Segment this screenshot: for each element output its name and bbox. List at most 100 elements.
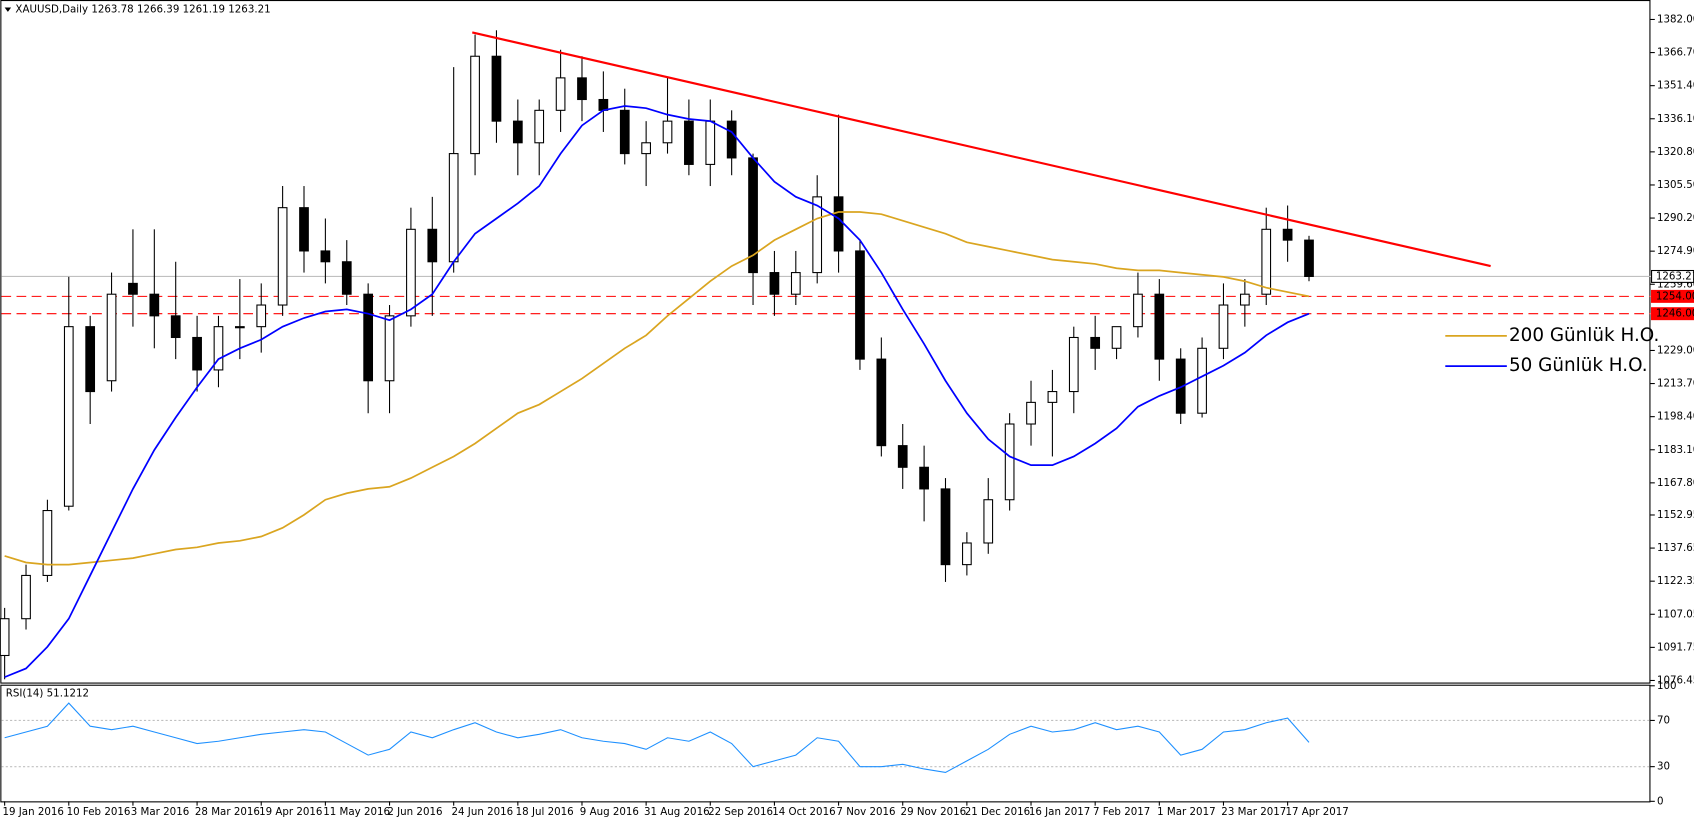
x-tick-label: 19 Apr 2016 <box>259 806 322 818</box>
candle-body <box>106 293 117 382</box>
level-label: 1254.00 <box>1656 290 1694 302</box>
price-panel <box>0 0 1651 684</box>
candle-body <box>320 250 331 263</box>
candle-body <box>213 326 224 371</box>
candle-body <box>363 293 374 382</box>
candle-body <box>448 153 459 263</box>
candle-body <box>1218 304 1229 349</box>
rsi-line <box>4 702 1310 773</box>
y-tick-label: 1167.80 <box>1657 477 1694 489</box>
rsi-y-tick-label: 0 <box>1657 795 1664 807</box>
x-tick-label: 28 Mar 2016 <box>195 806 260 818</box>
y-tick-label: 1091.75 <box>1657 641 1694 653</box>
y-tick-label: 1366.70 <box>1657 47 1694 59</box>
x-tick-label: 7 Feb 2017 <box>1093 806 1150 818</box>
y-tick-label: 1076.45 <box>1657 674 1694 686</box>
candle-body <box>149 293 160 317</box>
y-tick-label: 1274.90 <box>1657 245 1694 257</box>
candle-body <box>1111 326 1122 349</box>
candle-body <box>962 542 972 566</box>
y-tick-label: 1336.10 <box>1657 113 1694 125</box>
x-tick-label: 22 Sep 2016 <box>708 806 773 818</box>
x-tick-label: 18 Jul 2016 <box>516 806 574 818</box>
candle-body <box>256 304 267 328</box>
candle-body <box>598 98 609 111</box>
candle-body <box>919 466 929 490</box>
candle-body <box>726 120 737 159</box>
candle-body <box>1197 347 1207 414</box>
candle-body <box>1261 228 1272 295</box>
candle-body <box>63 326 74 507</box>
candle-body <box>0 618 10 657</box>
rsi-y-tick-label: 30 <box>1657 761 1670 773</box>
y-tick-label: 1183.10 <box>1657 444 1694 456</box>
y-tick-label: 1290.20 <box>1657 212 1694 224</box>
candle-body <box>833 196 844 252</box>
y-tick-label: 1320.80 <box>1657 146 1694 158</box>
candle-body <box>1004 423 1015 501</box>
candle-body <box>662 120 673 144</box>
candle-body <box>1047 391 1058 403</box>
candle-body <box>491 55 502 122</box>
candle-body <box>1154 293 1165 360</box>
candle-body <box>577 77 587 101</box>
y-tick-label: 1198.40 <box>1657 411 1694 423</box>
x-tick-label: 11 May 2016 <box>323 806 390 818</box>
candle-body <box>876 358 887 447</box>
candle-body <box>277 207 288 306</box>
candle-body <box>940 488 951 566</box>
candle-body <box>85 326 96 393</box>
x-tick-label: 9 Aug 2016 <box>580 806 639 818</box>
x-tick-label: 17 Apr 2017 <box>1285 806 1348 818</box>
candle-body <box>234 326 245 329</box>
x-tick-label: 21 Dec 2016 <box>965 806 1030 818</box>
y-tick-label: 1351.40 <box>1657 80 1694 92</box>
candle-body <box>341 261 352 295</box>
x-tick-label: 31 Aug 2016 <box>644 806 710 818</box>
y-tick-label: 1382.00 <box>1657 13 1694 25</box>
y-tick-label: 1137.65 <box>1657 542 1694 554</box>
y-tick-label: 1107.05 <box>1657 608 1694 620</box>
x-tick-label: 7 Nov 2016 <box>836 806 895 818</box>
rsi-title: RSI(14) 51.1212 <box>6 687 89 699</box>
rsi-y-tick-label: 100 <box>1657 680 1677 692</box>
candle-body <box>170 315 181 339</box>
y-tick-label: 1229.00 <box>1657 344 1694 356</box>
candle-body <box>384 315 395 382</box>
legend-label: 200 Günlük H.O. <box>1509 325 1659 346</box>
x-tick-label: 23 Mar 2017 <box>1221 806 1286 818</box>
rsi-panel <box>0 684 1651 803</box>
legend-label: 50 Günlük H.O. <box>1509 355 1648 376</box>
candle-body <box>192 336 202 371</box>
x-tick-label: 16 Jan 2017 <box>1029 806 1090 818</box>
candle-body <box>555 77 566 111</box>
candle-body <box>512 120 523 144</box>
candle-body <box>812 196 823 274</box>
trendline <box>472 31 1491 268</box>
y-tick-label: 1305.50 <box>1657 179 1694 191</box>
candle-body <box>1090 336 1101 349</box>
x-tick-label: 29 Nov 2016 <box>901 806 967 818</box>
candle-body <box>1282 228 1293 241</box>
candle-body <box>21 574 31 620</box>
candle-body <box>684 120 694 165</box>
x-tick-label: 24 Jun 2016 <box>452 806 514 818</box>
candle-body <box>705 120 716 165</box>
candle-body <box>299 207 309 252</box>
y-tick-label: 1122.35 <box>1657 575 1694 587</box>
candle-body <box>983 499 994 544</box>
moving-average <box>4 211 1310 566</box>
x-tick-label: 3 Mar 2016 <box>131 806 189 818</box>
candle-body <box>790 272 801 295</box>
chart-title: XAUUSD,Daily 1263.78 1266.39 1261.19 126… <box>15 4 270 16</box>
candle-body <box>42 510 53 576</box>
candle-body <box>1304 239 1314 277</box>
level-label: 1263.21 <box>1656 270 1694 282</box>
candle-body <box>1133 293 1143 328</box>
candle-body <box>1175 358 1186 414</box>
candle-body <box>470 55 480 155</box>
candle-body <box>1239 293 1250 306</box>
menu-arrow[interactable] <box>4 7 12 12</box>
candle-body <box>619 109 630 155</box>
